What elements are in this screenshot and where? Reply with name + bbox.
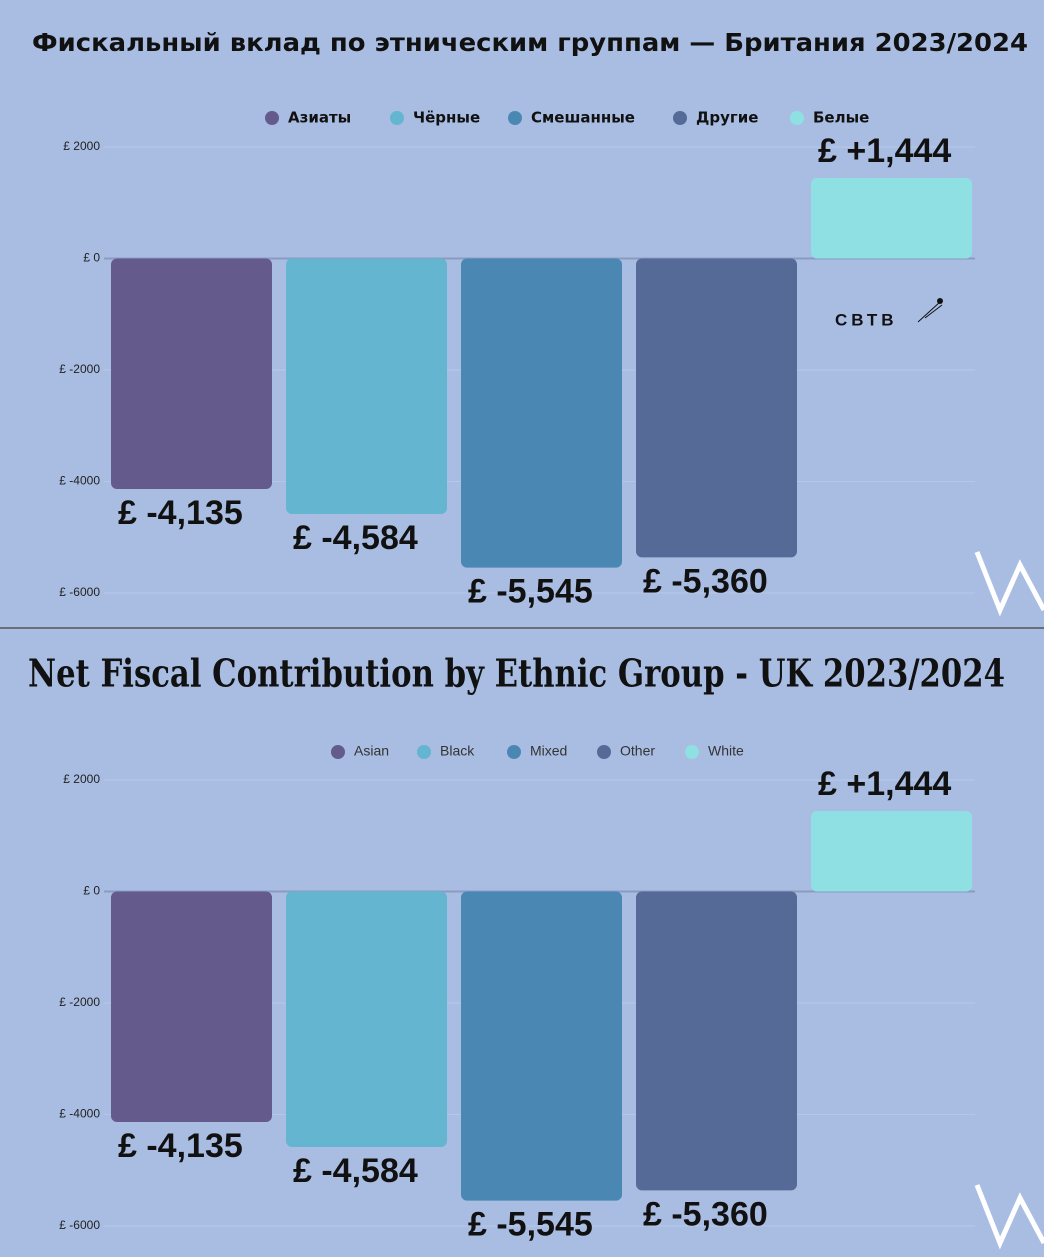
value-label: £ +1,444 xyxy=(818,132,951,170)
y-tick-label: £ -2000 xyxy=(59,362,100,376)
legend-label: White xyxy=(708,743,744,759)
legend-label: Чёрные xyxy=(413,109,480,127)
legend-swatch xyxy=(417,745,431,759)
legend-label: Asian xyxy=(354,743,389,759)
chart-title: Фискальный вклад по этническим группам —… xyxy=(32,28,1028,57)
legend-swatch xyxy=(331,745,345,759)
bar xyxy=(461,258,622,568)
value-label: £ -5,360 xyxy=(643,562,768,600)
legend-label: Белые xyxy=(813,109,869,127)
legend-label: Mixed xyxy=(530,743,567,759)
annotation: СВТВ xyxy=(835,310,898,329)
y-tick-label: £ -4000 xyxy=(59,474,100,488)
legend-swatch xyxy=(673,111,687,125)
y-tick-label: £ -6000 xyxy=(59,1218,100,1232)
logo xyxy=(974,1184,1044,1250)
bar xyxy=(636,891,797,1191)
value-label: £ +1,444 xyxy=(818,765,951,803)
y-tick-label: £ -6000 xyxy=(59,585,100,599)
bar xyxy=(811,810,972,892)
bar xyxy=(111,258,272,490)
legend-label: Азиаты xyxy=(288,109,351,127)
value-label: £ -4,584 xyxy=(293,519,418,557)
legend-label: Смешанные xyxy=(531,109,635,127)
y-tick-label: £ 2000 xyxy=(63,139,100,153)
bar xyxy=(636,258,797,558)
legend-swatch xyxy=(597,745,611,759)
value-label: £ -4,135 xyxy=(118,1127,243,1165)
value-label: £ -5,360 xyxy=(643,1195,768,1233)
bar xyxy=(461,891,622,1201)
value-label: £ -5,545 xyxy=(468,573,593,611)
legend-label: Другие xyxy=(696,109,758,127)
bar xyxy=(286,258,447,515)
value-label: £ -5,545 xyxy=(468,1206,593,1244)
legend-label: Other xyxy=(620,743,655,759)
y-tick-label: £ -4000 xyxy=(59,1107,100,1121)
y-tick-label: £ 0 xyxy=(83,884,100,898)
value-label: £ -4,135 xyxy=(118,494,243,532)
legend-swatch xyxy=(685,745,699,759)
bar xyxy=(111,891,272,1123)
legend-swatch xyxy=(508,111,522,125)
legend-swatch xyxy=(265,111,279,125)
legend-swatch xyxy=(790,111,804,125)
legend-swatch xyxy=(390,111,404,125)
legend-swatch xyxy=(507,745,521,759)
value-label: £ -4,584 xyxy=(293,1152,418,1190)
chart-title: Net Fiscal Contribution by Ethnic Group … xyxy=(28,651,1005,696)
logo xyxy=(974,551,1044,617)
logo-mark xyxy=(917,301,943,323)
legend-label: Black xyxy=(440,743,475,759)
y-tick-label: £ 0 xyxy=(83,251,100,265)
logo-mark xyxy=(937,298,943,304)
y-tick-label: £ -2000 xyxy=(59,995,100,1009)
bar xyxy=(811,177,972,259)
bar xyxy=(286,891,447,1148)
y-tick-label: £ 2000 xyxy=(63,772,100,786)
